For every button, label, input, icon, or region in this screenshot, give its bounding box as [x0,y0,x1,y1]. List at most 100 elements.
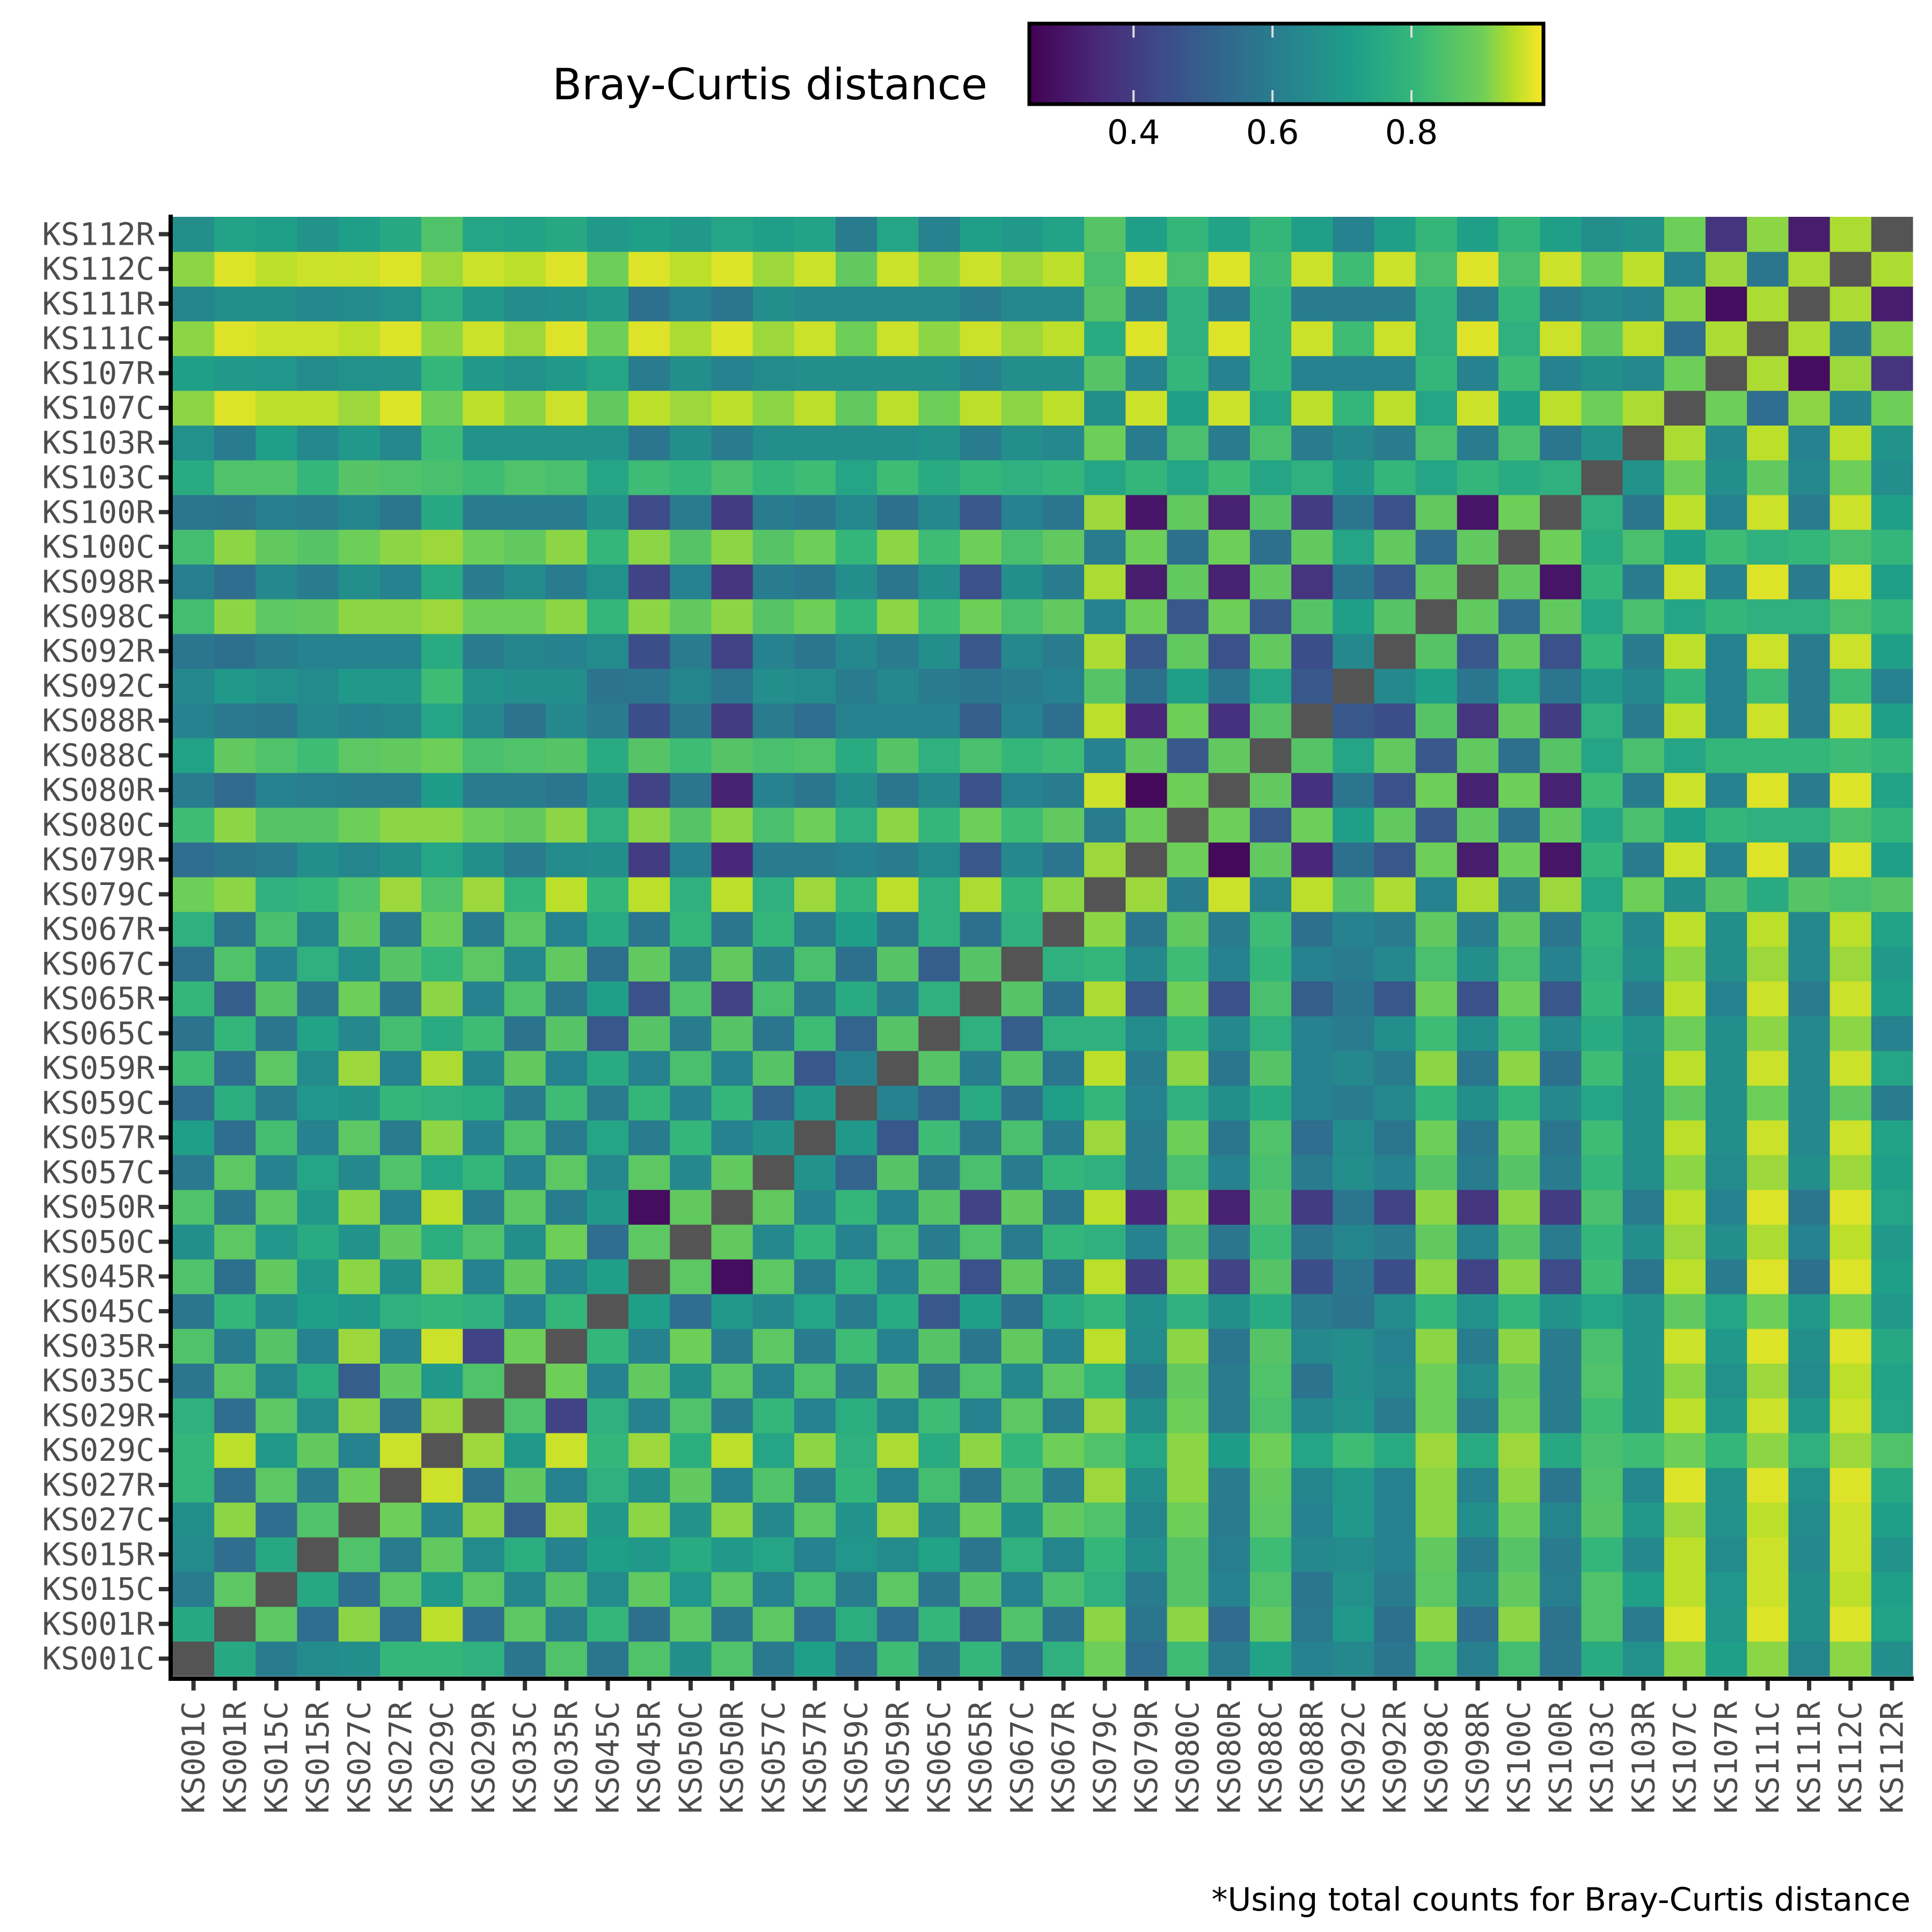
heatmap-cell [960,1120,1002,1155]
heatmap-cell [587,494,629,530]
heatmap-cell [670,738,712,773]
heatmap-cell [1871,1606,1913,1642]
heatmap-cell [1622,911,1665,947]
heatmap-cell [1084,1398,1126,1433]
heatmap-cell [338,911,380,947]
heatmap-cell [1167,390,1209,426]
heatmap-cell [1706,668,1747,704]
heatmap-cell [1788,321,1831,356]
heatmap-cell [1788,1120,1831,1155]
heatmap-cell [587,911,629,947]
heatmap-cell [173,529,215,565]
heatmap-cell [1208,1432,1250,1468]
heatmap-cell [463,981,505,1016]
heatmap-cell [752,1502,795,1538]
heatmap-cell [1622,599,1665,634]
heatmap-cell [587,1398,629,1433]
heatmap-cell [960,321,1002,356]
heatmap-cell [463,1363,505,1399]
heatmap-cell [628,529,670,565]
heatmap-cell [421,529,463,565]
heatmap-cell [1415,1502,1458,1538]
heatmap-cell [1871,217,1913,252]
heatmap-cell [960,390,1002,426]
heatmap-cell [1788,738,1831,773]
heatmap-cell [1540,1571,1582,1607]
heatmap-cell [836,1398,877,1433]
heatmap-cell [1540,1050,1582,1086]
heatmap-cell [379,1537,422,1572]
heatmap-cell [463,807,505,843]
heatmap-cell [1788,1154,1831,1190]
heatmap-cell [1622,286,1665,321]
heatmap-cell [255,1502,298,1538]
heatmap-cell [545,251,588,287]
heatmap-cell [545,217,588,252]
y-tick-label: KS029R [42,1397,155,1433]
heatmap-cell [1415,251,1458,287]
heatmap-cell [297,494,339,530]
heatmap-cell [1001,494,1043,530]
heatmap-cell [1249,738,1292,773]
heatmap-cell [1333,1293,1375,1329]
heatmap-cell [1622,460,1665,495]
heatmap-cell [1167,1606,1209,1642]
heatmap-cell [1457,1259,1499,1294]
heatmap-cell [1581,668,1623,704]
heatmap-cell [794,1432,836,1468]
heatmap-cell [711,1571,753,1607]
heatmap-cell [1706,1502,1747,1538]
heatmap-cell [173,599,215,634]
heatmap-cell [1415,1189,1458,1225]
heatmap-cell [297,703,339,738]
heatmap-cell [1167,217,1209,252]
heatmap-cell [504,1154,546,1190]
heatmap-cell [545,494,588,530]
heatmap-cell [1664,1085,1706,1121]
heatmap-cell [1374,807,1416,843]
heatmap-cell [1333,1120,1375,1155]
heatmap-cell [173,772,215,808]
heatmap-cell [918,1363,961,1399]
heatmap-cell [628,217,670,252]
heatmap-cell [877,1293,919,1329]
heatmap-cell [711,842,753,877]
heatmap-cell [1208,494,1250,530]
heatmap-cell [1664,1224,1706,1260]
heatmap-cell [173,703,215,738]
heatmap-cell [1788,877,1831,912]
heatmap-cell [670,1224,712,1260]
heatmap-cell [504,1085,546,1121]
heatmap-cell [1291,1606,1333,1642]
heatmap-cell [504,703,546,738]
heatmap-cell [1829,877,1872,912]
heatmap-cell [670,425,712,460]
y-tick-label: KS035C [42,1363,155,1399]
heatmap-cell [1498,355,1540,391]
heatmap-cell [918,529,961,565]
heatmap-cell [214,1641,256,1677]
heatmap-cell [504,1120,546,1155]
heatmap-cell [1706,1015,1747,1051]
heatmap-cell [1415,738,1458,773]
heatmap-cell [255,668,298,704]
heatmap-cell [1581,1015,1623,1051]
heatmap-cell [1706,1432,1747,1468]
heatmap-cell [1664,494,1706,530]
heatmap-cell [1415,529,1458,565]
heatmap-cell [1581,981,1623,1016]
heatmap-cell [1622,1641,1665,1677]
heatmap-cell [1540,1641,1582,1677]
heatmap-cell [877,1641,919,1677]
heatmap-cell [836,1363,877,1399]
heatmap-cell [1829,425,1872,460]
heatmap-cell [421,668,463,704]
x-tick-label: KS098C [1418,1701,1454,1814]
heatmap-cell [338,1502,380,1538]
heatmap-cell [1706,1189,1747,1225]
heatmap-cell [918,1432,961,1468]
heatmap-cell [421,321,463,356]
heatmap-cell [1457,1189,1499,1225]
heatmap-cell [1457,1015,1499,1051]
heatmap-cell [1084,1224,1126,1260]
